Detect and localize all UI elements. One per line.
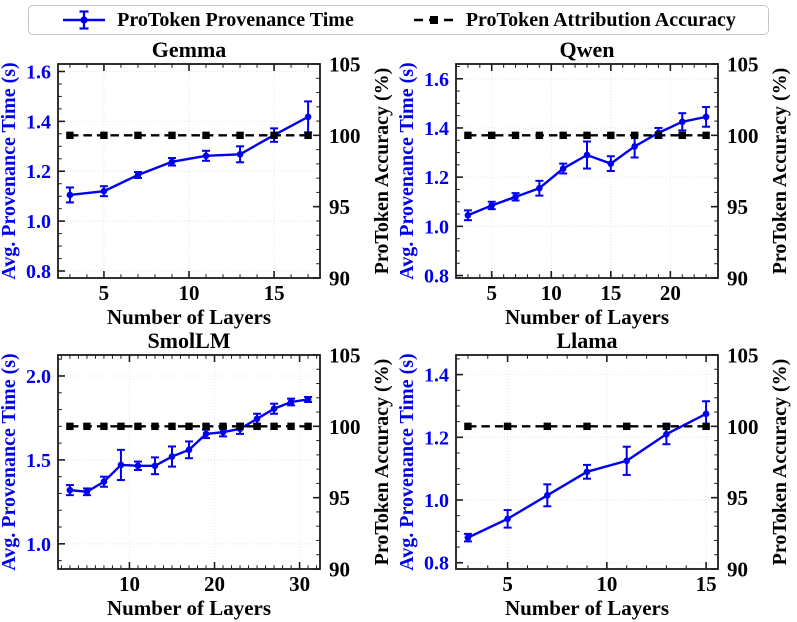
- gridlines: [58, 64, 320, 278]
- right-y-axis-label: ProToken Accuracy (%): [371, 359, 393, 566]
- svg-text:0.8: 0.8: [26, 261, 51, 283]
- accuracy-series: [464, 131, 710, 140]
- dashed-square-marker-icon: [413, 16, 454, 24]
- svg-text:0.8: 0.8: [424, 266, 449, 288]
- svg-text:1.2: 1.2: [424, 427, 449, 449]
- svg-text:1.5: 1.5: [26, 450, 51, 472]
- svg-text:90: 90: [329, 558, 350, 582]
- gridlines: [58, 355, 320, 569]
- provenance-series: [463, 106, 711, 222]
- svg-text:1.4: 1.4: [26, 111, 51, 133]
- right-y-axis-label: ProToken Accuracy (%): [371, 68, 393, 275]
- svg-text:1.4: 1.4: [424, 118, 449, 140]
- left-y-axis-label: Avg. Provenance Time (s): [0, 353, 20, 570]
- svg-text:1.6: 1.6: [424, 69, 449, 91]
- svg-text:30: 30: [289, 572, 310, 596]
- svg-text:90: 90: [727, 267, 748, 291]
- legend-item-attribution-accuracy: ProToken Attribution Accuracy: [412, 8, 736, 32]
- svg-text:105: 105: [727, 344, 759, 368]
- provenance-series: [65, 395, 313, 497]
- svg-text:100: 100: [727, 124, 759, 148]
- accuracy-series: [66, 131, 312, 140]
- svg-text:95: 95: [727, 195, 748, 219]
- tick-marks: [455, 63, 719, 279]
- tick-marks: [58, 354, 320, 570]
- svg-text:90: 90: [329, 267, 350, 291]
- tick-labels: 5 10 15 0.8 1.0 1.2 1.4 90 95 100 105: [424, 344, 759, 597]
- x-axis-label: Number of Layers: [107, 305, 271, 329]
- svg-text:1.6: 1.6: [26, 61, 51, 83]
- tick-marks: [456, 354, 718, 570]
- chart-grid: 5 10 15 0.8 1.0 1.2 1.4 1.6 90 95 100 105 Gemma Numbe…: [0, 40, 797, 622]
- svg-text:15: 15: [264, 281, 285, 305]
- tick-labels: 5 10 15 0.8 1.0 1.2 1.4 1.6 90 95 100 105: [26, 53, 361, 306]
- x-axis-label: Number of Layers: [505, 305, 669, 329]
- gridlines: [456, 355, 718, 569]
- plot-spines: [455, 63, 719, 279]
- svg-text:100: 100: [329, 415, 361, 439]
- svg-text:100: 100: [329, 124, 361, 148]
- svg-text:10: 10: [179, 281, 200, 305]
- figure-legend-row: ProToken Provenance Time ProToken Attrib…: [0, 0, 797, 40]
- chart-gemma: 5 10 15 0.8 1.0 1.2 1.4 1.6 90 95 100 105 Gemma Numbe…: [0, 40, 393, 329]
- x-axis-label: Number of Layers: [505, 596, 669, 620]
- svg-text:105: 105: [329, 53, 361, 77]
- gridlines: [456, 64, 718, 278]
- svg-text:20: 20: [204, 572, 225, 596]
- svg-text:105: 105: [727, 53, 759, 77]
- svg-text:1.0: 1.0: [424, 490, 449, 512]
- tick-labels: 5 10 15 20 0.8 1.0 1.2 1.4 1.6 90 95 100 105: [424, 53, 759, 306]
- svg-text:1.2: 1.2: [26, 161, 51, 183]
- svg-text:5: 5: [486, 281, 497, 305]
- svg-text:5: 5: [502, 572, 513, 596]
- svg-text:90: 90: [727, 558, 748, 582]
- provenance-series: [463, 400, 711, 543]
- svg-text:5: 5: [99, 281, 110, 305]
- right-y-axis-label: ProToken Accuracy (%): [769, 68, 791, 275]
- svg-text:15: 15: [600, 281, 621, 305]
- svg-text:15: 15: [696, 572, 717, 596]
- panel-title: Gemma: [152, 40, 227, 62]
- legend-label-provenance-time: ProToken Provenance Time: [117, 8, 354, 31]
- left-y-axis-label: Avg. Provenance Time (s): [0, 62, 20, 279]
- legend-label-attribution-accuracy: ProToken Attribution Accuracy: [465, 8, 736, 31]
- chart-smollm: 10 20 30 1.0 1.5 2.0 90 95 100 105 SmolLM Number of…: [0, 331, 393, 620]
- tick-labels: 10 20 30 1.0 1.5 2.0 90 95 100 105: [26, 344, 361, 597]
- svg-text:95: 95: [727, 486, 748, 510]
- svg-text:95: 95: [329, 195, 350, 219]
- svg-text:20: 20: [660, 281, 681, 305]
- svg-text:0.8: 0.8: [424, 553, 449, 575]
- svg-text:10: 10: [541, 281, 562, 305]
- svg-text:10: 10: [119, 572, 140, 596]
- panel-title: SmolLM: [147, 331, 230, 353]
- plot-spines: [57, 354, 321, 570]
- plot-spines: [455, 354, 719, 570]
- svg-text:105: 105: [329, 344, 361, 368]
- accuracy-series: [66, 422, 312, 431]
- errorbar-marker-icon: [63, 10, 106, 30]
- chart-llama: 5 10 15 0.8 1.0 1.2 1.4 90 95 100 105 Llama Number o…: [398, 331, 791, 620]
- svg-text:1.0: 1.0: [26, 211, 51, 233]
- svg-text:1.2: 1.2: [424, 167, 449, 189]
- right-y-axis-label: ProToken Accuracy (%): [769, 359, 791, 566]
- x-axis-label: Number of Layers: [107, 596, 271, 620]
- svg-text:95: 95: [329, 486, 350, 510]
- chart-qwen: 5 10 15 20 0.8 1.0 1.2 1.4 1.6 90 95 100 105 Qwen Numb…: [398, 40, 791, 329]
- left-y-axis-label: Avg. Provenance Time (s): [398, 62, 418, 279]
- svg-text:1.0: 1.0: [424, 216, 449, 238]
- svg-text:100: 100: [727, 415, 759, 439]
- panel-title: Qwen: [560, 40, 615, 62]
- svg-text:2.0: 2.0: [26, 366, 51, 388]
- svg-text:10: 10: [596, 572, 617, 596]
- accuracy-series: [464, 422, 710, 431]
- figure-legend: ProToken Provenance Time ProToken Attrib…: [28, 5, 769, 35]
- tick-marks: [58, 63, 320, 279]
- legend-item-provenance-time: ProToken Provenance Time: [61, 8, 354, 32]
- panel-title: Llama: [556, 331, 617, 353]
- svg-text:1.0: 1.0: [26, 534, 51, 556]
- svg-text:1.4: 1.4: [424, 365, 449, 387]
- provenance-series: [65, 100, 313, 204]
- left-y-axis-label: Avg. Provenance Time (s): [398, 353, 418, 570]
